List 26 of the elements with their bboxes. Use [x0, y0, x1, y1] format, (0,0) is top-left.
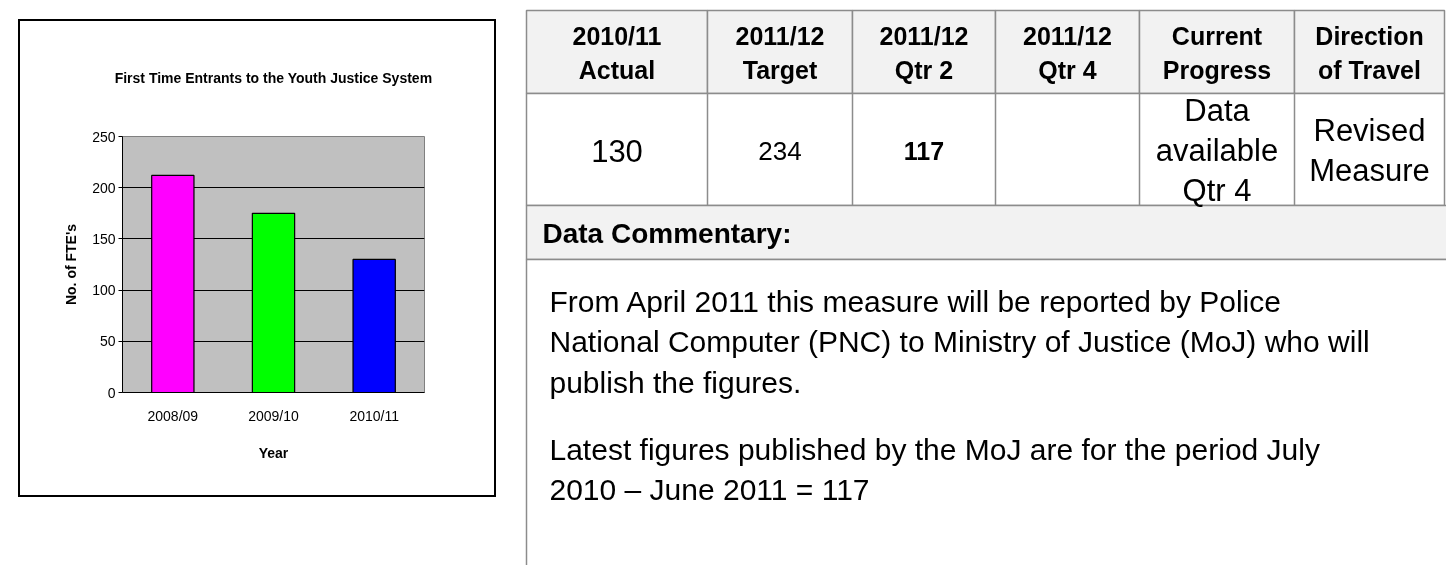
category-label: 2011/12 Qtr 4	[1023, 22, 1113, 84]
y-tick-label: 150	[92, 230, 116, 247]
text: Data available Qtr 4	[1155, 92, 1279, 209]
y-tick-label: 100	[92, 282, 116, 299]
category-label: Direction of Travel	[1315, 22, 1424, 84]
text: Data Commentary:	[542, 218, 792, 249]
category-label: Current Progress	[1162, 22, 1272, 84]
x-tick-label: 2010/11	[349, 407, 400, 424]
y-tick-label: 50	[99, 333, 116, 350]
text: Revised Measure	[1309, 112, 1430, 189]
category-label: 2010/11 Actual	[572, 22, 662, 84]
x-tick-label: 2009/10	[248, 407, 300, 424]
x-tick-label: 2008/09	[147, 407, 199, 424]
chart-title: First Time Entrants to the Youth Justice System	[114, 70, 433, 86]
y-axis-title: No. of FTE's	[63, 223, 80, 306]
y-tick-label: 200	[92, 179, 116, 196]
category-label: 2011/12 Target	[735, 22, 825, 84]
text: 234	[758, 135, 802, 166]
text: 130	[591, 133, 643, 169]
y-tick-label: 250	[92, 128, 116, 145]
x-axis-title: Year	[258, 444, 289, 461]
text: From April 2011 this measure will be reported by Police National Computer (PNC) to Ministry of Justice (MoJ) who will publish the figures.	[549, 284, 1370, 399]
y-tick-label: 0	[107, 384, 116, 401]
text: 117	[903, 136, 945, 165]
text: Latest figures published by the MoJ are for the period July 2010 – June 2011 = 117	[549, 432, 1320, 507]
category-label: 2011/12 Qtr 2	[879, 22, 969, 84]
